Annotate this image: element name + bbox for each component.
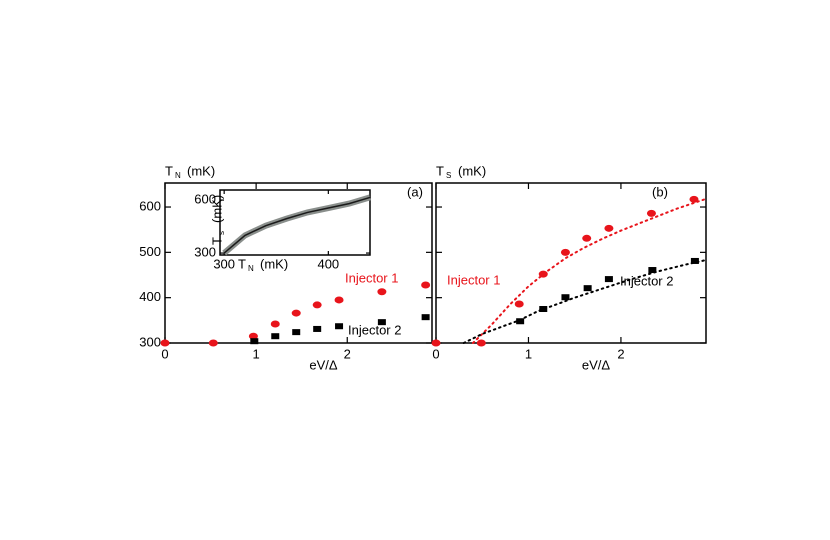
data-point bbox=[334, 296, 344, 304]
data-point bbox=[476, 339, 486, 347]
axis-label-subscript: S bbox=[446, 171, 451, 180]
data-point bbox=[160, 339, 170, 347]
data-point bbox=[377, 288, 387, 296]
data-point bbox=[271, 333, 280, 340]
y-tick-label: 600 bbox=[194, 192, 216, 207]
data-point bbox=[312, 301, 322, 309]
x-tick-label: 0 bbox=[161, 346, 168, 361]
x-tick-label: 1 bbox=[525, 346, 532, 361]
data-point bbox=[538, 270, 548, 278]
data-point bbox=[583, 285, 592, 292]
data-point bbox=[421, 281, 431, 289]
annotation: Injector 1 bbox=[345, 270, 398, 285]
axis-label: T N (mK) bbox=[165, 163, 215, 180]
x-tick-label: 300 bbox=[213, 256, 235, 271]
data-point bbox=[248, 332, 258, 340]
data-point bbox=[561, 294, 570, 301]
line bbox=[462, 259, 707, 344]
data-point bbox=[313, 325, 322, 332]
x-tick-label: 2 bbox=[344, 346, 351, 361]
annotation: Injector 1 bbox=[447, 272, 500, 287]
axis-label-unit: (mK) bbox=[260, 256, 288, 271]
data-point bbox=[377, 319, 386, 326]
line bbox=[223, 196, 371, 254]
axis-label: T S (mK) bbox=[436, 163, 486, 180]
data-point bbox=[689, 195, 699, 203]
axis-label-unit: (mK) bbox=[458, 163, 486, 178]
plot-area bbox=[219, 189, 371, 256]
axis-label-subscript: s bbox=[217, 231, 226, 235]
data-point bbox=[421, 314, 430, 321]
data-point bbox=[648, 267, 657, 274]
data-point bbox=[292, 329, 301, 336]
data-point bbox=[646, 209, 656, 217]
x-axis-label: eV/Δ bbox=[309, 357, 338, 372]
axis-label-unit: (mK) bbox=[187, 163, 215, 178]
y-tick-label: 400 bbox=[139, 289, 161, 304]
axis-label-symbol: T bbox=[436, 163, 444, 178]
x-tick-label: 1 bbox=[253, 346, 260, 361]
data-point bbox=[270, 320, 280, 328]
data-point bbox=[514, 300, 524, 308]
data-point bbox=[431, 339, 441, 347]
data-point bbox=[582, 234, 592, 242]
x-tick-label: 2 bbox=[617, 346, 624, 361]
axis-label-symbol: T bbox=[238, 256, 246, 271]
x-axis-label: eV/Δ bbox=[582, 357, 611, 372]
annotation: Injector 2 bbox=[620, 273, 673, 288]
data-point bbox=[690, 257, 699, 264]
data-point bbox=[560, 248, 570, 256]
axis-label-symbol: T bbox=[165, 163, 173, 178]
x-tick-label: 0 bbox=[432, 346, 439, 361]
axis-label-symbol: T bbox=[209, 237, 224, 245]
axis-label-subscript: N bbox=[248, 264, 254, 273]
data-point bbox=[250, 338, 259, 345]
data-point bbox=[291, 309, 301, 317]
data-point bbox=[208, 339, 218, 347]
plot-area bbox=[435, 182, 707, 344]
data-point bbox=[539, 306, 548, 313]
panel-label: (a) bbox=[407, 184, 423, 199]
y-tick-label: 500 bbox=[139, 244, 161, 259]
y-tick-label: 300 bbox=[194, 244, 216, 259]
axis-label: Ts (mK) bbox=[209, 195, 226, 245]
y-tick-label: 600 bbox=[139, 198, 161, 213]
annotation: Injector 2 bbox=[348, 322, 401, 337]
x-tick-label: 400 bbox=[317, 256, 339, 271]
axis-label: T N (mK) bbox=[238, 256, 288, 273]
axis-label-subscript: N bbox=[175, 171, 181, 180]
line bbox=[471, 197, 707, 344]
data-point bbox=[604, 224, 614, 232]
data-point bbox=[335, 323, 344, 330]
y-tick-label: 300 bbox=[139, 334, 161, 349]
axis-label-unit: (mK) bbox=[209, 195, 224, 223]
data-point bbox=[516, 318, 525, 325]
data-point bbox=[604, 276, 613, 283]
panel-label: (b) bbox=[652, 184, 668, 199]
